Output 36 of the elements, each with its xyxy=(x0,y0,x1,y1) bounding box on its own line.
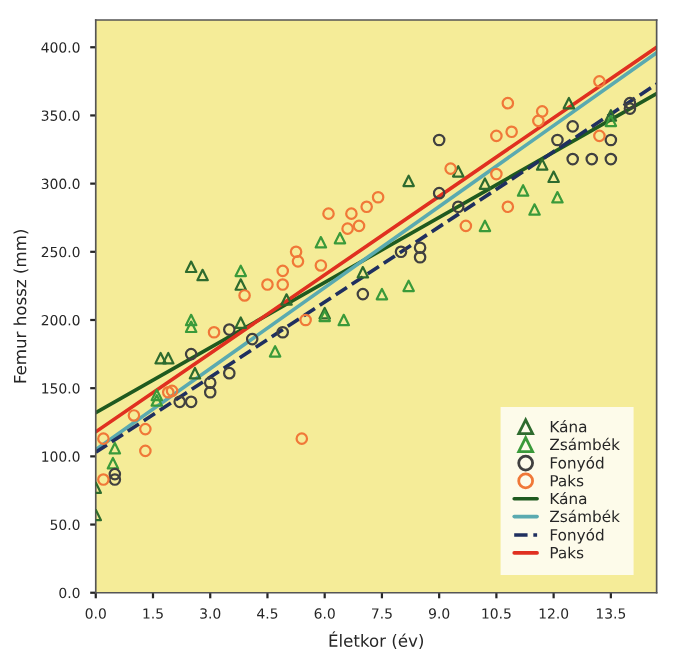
point xyxy=(562,96,576,110)
point xyxy=(356,265,370,279)
point xyxy=(551,190,564,204)
x-axis-title: Életkor (év) xyxy=(329,631,423,649)
point xyxy=(234,264,248,278)
point xyxy=(604,114,618,128)
point xyxy=(188,366,202,380)
point xyxy=(337,313,351,327)
point xyxy=(451,165,465,178)
point xyxy=(154,351,167,365)
point xyxy=(375,287,389,301)
point xyxy=(516,184,530,197)
point xyxy=(604,109,618,122)
point xyxy=(333,231,347,245)
point xyxy=(314,235,328,249)
y-axis-title: Femur hossz (mm) xyxy=(13,230,29,383)
point xyxy=(196,268,209,282)
point xyxy=(478,219,492,233)
point xyxy=(108,441,122,455)
point xyxy=(150,388,164,402)
point xyxy=(234,278,248,291)
point xyxy=(547,170,560,184)
point xyxy=(528,203,541,216)
point xyxy=(161,351,175,365)
point xyxy=(106,456,120,470)
point xyxy=(184,260,198,274)
point xyxy=(280,293,293,306)
point xyxy=(402,279,415,293)
point xyxy=(150,394,164,407)
point xyxy=(184,313,198,327)
point xyxy=(234,316,248,330)
point xyxy=(535,158,549,171)
point xyxy=(184,320,198,334)
point xyxy=(402,174,415,188)
point xyxy=(268,345,282,358)
point xyxy=(478,177,492,190)
